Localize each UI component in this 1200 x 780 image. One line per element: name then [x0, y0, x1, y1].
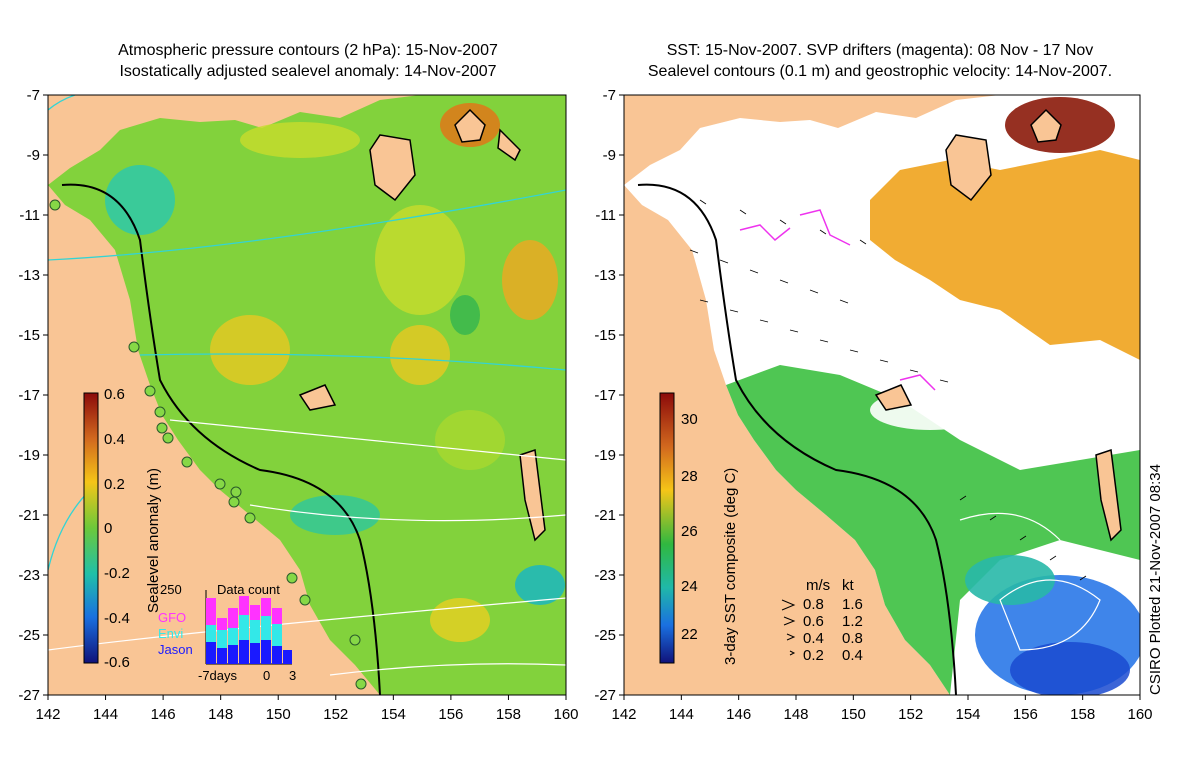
right-y-tick-label: -25: [594, 627, 616, 644]
right-x-tick-label: 148: [783, 706, 808, 723]
right-x-tick-label: 146: [726, 706, 751, 723]
sst-cb-tick-4: 24: [681, 578, 698, 595]
left-x-tick-label: 160: [553, 706, 578, 723]
velocity-legend: m/s kt 0.8 1.6 0.6 1.2 0.4 0.8 0.2 0.4: [781, 577, 863, 664]
right-y-tick-label: -19: [594, 447, 616, 464]
sla-cb-tick-1: 0.6: [104, 386, 125, 403]
right-y-tick-label: -27: [594, 687, 616, 704]
right-x-tick-label: 154: [955, 706, 980, 723]
right-y-tick-label: -15: [594, 327, 616, 344]
right-y-tick-label: -21: [594, 507, 616, 524]
right-y-tick-label: -17: [594, 387, 616, 404]
sst-cb-tick-3: 26: [681, 523, 698, 540]
left-y-tick-label: -11: [19, 207, 40, 224]
sla-cb-tick-7: -0.6: [104, 654, 130, 671]
left-x-tick-label: 142: [35, 706, 60, 723]
right-x-tick-label: 156: [1013, 706, 1038, 723]
legend-envi: Envi: [158, 626, 183, 641]
left-x-tick-label: 154: [381, 706, 406, 723]
left-x-tick-label: 144: [93, 706, 118, 723]
data-count-title: Data count: [217, 582, 280, 597]
right-y-tick-label: -23: [594, 567, 616, 584]
velocity-row-1-kt: 1.6: [842, 596, 863, 613]
velocity-unit-ms: m/s: [806, 577, 830, 594]
right-x-tick-label: 158: [1070, 706, 1095, 723]
right-x-tick-label: 150: [841, 706, 866, 723]
left-y-tick-label: -13: [18, 267, 40, 284]
right-y-tick-label: -7: [603, 87, 616, 104]
left-title-line2: Isostatically adjusted sealevel anomaly:…: [119, 63, 497, 80]
data-count-bars: [206, 596, 292, 664]
left-y-tick-label: -7: [27, 87, 40, 104]
right-title-line1: SST: 15-Nov-2007. SVP drifters (magenta)…: [666, 42, 1094, 59]
sla-map: [48, 95, 566, 695]
data-count-inset: 250 Data count GFO Envi Jason -7days 0 3: [158, 582, 296, 683]
sst-colorbar: [659, 392, 675, 664]
velocity-row-4-ms: 0.2: [803, 647, 824, 664]
data-count-x-end: 3: [289, 668, 296, 683]
left-y-tick-label: -17: [18, 387, 40, 404]
right-x-tick-label: 160: [1127, 706, 1152, 723]
velocity-row-3-ms: 0.4: [803, 630, 824, 647]
right-title-line2: Sealevel contours (0.1 m) and geostrophi…: [647, 63, 1113, 80]
left-y-tick-label: -9: [27, 147, 40, 164]
sst-map: [624, 95, 1140, 695]
right-y-tick-label: -11: [595, 207, 616, 224]
sla-cb-tick-6: -0.4: [104, 610, 130, 627]
velocity-row-2-kt: 1.2: [842, 613, 863, 630]
left-y-tick-label: -27: [18, 687, 40, 704]
velocity-row-1-ms: 0.8: [803, 596, 824, 613]
sst-cb-tick-5: 22: [681, 626, 698, 643]
credit-label: CSIRO Plotted 21-Nov-2007 08:34: [1147, 464, 1164, 695]
right-y-tick-label: -9: [603, 147, 616, 164]
sla-cb-label: Sealevel anomaly (m): [145, 468, 162, 613]
data-count-ymax: 250: [160, 582, 182, 597]
sst-cb-tick-1: 30: [681, 411, 698, 428]
velocity-unit-kt: kt: [842, 577, 855, 594]
left-y-tick-label: -25: [18, 627, 40, 644]
legend-gfo: GFO: [158, 610, 186, 625]
data-count-x-start: -7days: [198, 668, 238, 683]
left-title-line1: Atmospheric pressure contours (2 hPa): 1…: [118, 42, 498, 59]
left-x-tick-label: 158: [496, 706, 521, 723]
velocity-row-2-ms: 0.6: [803, 613, 824, 630]
sla-cb-tick-4: 0: [104, 520, 112, 537]
legend-jason: Jason: [158, 642, 193, 657]
left-y-tick-label: -19: [18, 447, 40, 464]
axis-ticks: 142 144 146 148 150 152 154 156 158 160 -7 -9 -11 -13…: [18, 87, 1152, 723]
left-x-tick-label: 156: [438, 706, 463, 723]
right-x-tick-label: 152: [898, 706, 923, 723]
sst-cb-label: 3-day SST composite (deg C): [722, 468, 739, 665]
left-x-tick-label: 150: [266, 706, 291, 723]
sst-cb-tick-2: 28: [681, 468, 698, 485]
data-count-x-zero: 0: [263, 668, 270, 683]
sla-cb-tick-2: 0.4: [104, 431, 125, 448]
right-x-tick-label: 142: [611, 706, 636, 723]
left-x-tick-label: 146: [151, 706, 176, 723]
sst-warm-patch: [870, 150, 1140, 360]
velocity-row-4-kt: 0.4: [842, 647, 863, 664]
velocity-row-3-kt: 0.8: [842, 630, 863, 647]
sla-colorbar: [83, 392, 99, 664]
left-x-tick-label: 148: [208, 706, 233, 723]
left-y-tick-label: -21: [18, 507, 40, 524]
right-y-tick-label: -13: [594, 267, 616, 284]
left-y-tick-label: -23: [18, 567, 40, 584]
right-x-tick-label: 144: [669, 706, 694, 723]
left-x-tick-label: 152: [323, 706, 348, 723]
sla-cb-tick-3: 0.2: [104, 476, 125, 493]
left-y-tick-label: -15: [18, 327, 40, 344]
sla-cb-tick-5: -0.2: [104, 565, 130, 582]
